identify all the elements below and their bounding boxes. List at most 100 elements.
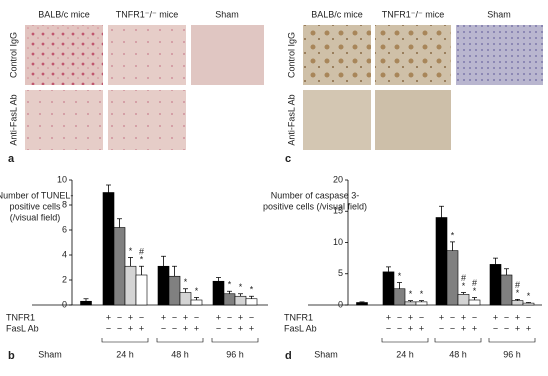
condition-sign: − <box>106 323 111 333</box>
y-tick-label: 20 <box>333 174 343 184</box>
error-bar <box>249 295 254 299</box>
panel-letter: b <box>8 350 15 362</box>
y-axis-label: (/visual field) <box>10 212 61 222</box>
significance-marker: * <box>228 280 232 290</box>
condition-sign: + <box>461 312 466 322</box>
condition-sign: + <box>472 323 477 333</box>
bar <box>245 298 258 306</box>
bar <box>468 299 481 306</box>
row-label: FasL Ab <box>284 323 317 333</box>
micrograph <box>375 25 451 85</box>
y-tick-label: 2 <box>62 274 67 284</box>
column-label: Sham <box>215 9 239 19</box>
row-label: Control IgG <box>8 32 18 78</box>
condition-sign: + <box>139 323 144 333</box>
condition-sign: − <box>249 312 254 322</box>
row-label: Anti-FasL Ab <box>286 94 296 145</box>
error-bar <box>172 265 177 277</box>
condition-sign: + <box>386 312 391 322</box>
condition-sign: − <box>172 312 177 322</box>
error-bar <box>515 298 520 301</box>
condition-sign: − <box>493 323 498 333</box>
bar <box>511 300 524 306</box>
y-tick-label: 10 <box>333 237 343 247</box>
micrograph <box>456 25 543 85</box>
y-tick-label: 4 <box>62 249 67 259</box>
row-label: Anti-FasL Ab <box>8 94 18 145</box>
y-tick-label: 0 <box>62 299 67 309</box>
y-tick-label: 10 <box>57 174 67 184</box>
condition-sign: − <box>386 323 391 333</box>
condition-sign: − <box>472 312 477 322</box>
condition-sign: + <box>408 323 413 333</box>
condition-sign: + <box>461 323 466 333</box>
significance-marker: * <box>129 246 133 256</box>
condition-sign: − <box>117 323 122 333</box>
condition-sign: − <box>419 312 424 322</box>
condition-sign: + <box>515 312 520 322</box>
group-bracket <box>101 338 149 343</box>
error-bar <box>216 277 221 282</box>
bar <box>124 265 137 306</box>
error-bar <box>439 205 444 218</box>
group-bracket <box>211 338 259 343</box>
significance-marker: * <box>239 282 243 292</box>
bar <box>489 264 502 306</box>
error-bar <box>83 298 89 302</box>
condition-sign: + <box>216 312 221 322</box>
condition-sign: + <box>493 312 498 322</box>
condition-sign: + <box>128 312 133 322</box>
condition-sign: + <box>249 323 254 333</box>
error-bar <box>183 288 188 293</box>
micrograph <box>375 90 451 150</box>
significance-marker: * <box>473 286 477 296</box>
row-label: TNFR1 <box>6 312 35 322</box>
error-bar <box>227 290 232 294</box>
significance-marker: * <box>184 277 188 287</box>
bar <box>435 217 448 306</box>
bar <box>415 301 428 306</box>
error-bar <box>139 265 144 275</box>
condition-sign: − <box>216 323 221 333</box>
condition-sign: + <box>194 323 199 333</box>
bar <box>356 302 368 306</box>
bar <box>190 299 203 306</box>
condition-sign: + <box>161 312 166 322</box>
condition-sign: − <box>172 323 177 333</box>
x-tick-label: 96 h <box>503 349 521 359</box>
bar <box>135 274 148 306</box>
condition-sign: + <box>238 323 243 333</box>
error-bar <box>194 297 199 300</box>
row-label: FasL Ab <box>6 323 39 333</box>
micrograph <box>191 25 264 85</box>
bar <box>102 192 115 306</box>
error-bar <box>359 301 365 303</box>
bar <box>234 295 247 306</box>
error-bar <box>161 255 166 267</box>
condition-sign: + <box>419 323 424 333</box>
significance-marker: * <box>250 285 254 295</box>
significance-marker: * <box>195 286 199 296</box>
y-tick-label: 6 <box>62 224 67 234</box>
micrograph <box>303 90 371 150</box>
row-label: Control IgG <box>286 32 296 78</box>
bar <box>457 294 470 306</box>
micrograph <box>25 25 103 85</box>
significance-marker: * <box>420 289 424 299</box>
significance-marker: * <box>462 281 466 291</box>
significance-marker: * <box>398 271 402 281</box>
y-axis-label: Number of TUNEL- <box>0 190 73 200</box>
condition-sign: − <box>504 323 509 333</box>
x-tick-label: Sham <box>314 349 338 359</box>
significance-marker: * <box>527 291 531 301</box>
group-bracket <box>156 338 204 343</box>
error-bar <box>504 268 509 275</box>
column-label: BALB/c mice <box>311 9 363 19</box>
condition-sign: − <box>450 323 455 333</box>
column-label: TNFR1⁻/⁻ mice <box>382 9 445 19</box>
condition-sign: + <box>128 323 133 333</box>
significance-marker: * <box>409 289 413 299</box>
bar <box>446 250 459 306</box>
bar <box>500 274 513 306</box>
error-bar <box>128 257 133 267</box>
